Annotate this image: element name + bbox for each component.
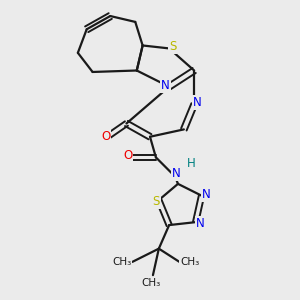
Text: N: N: [161, 79, 170, 92]
Text: CH₃: CH₃: [142, 278, 161, 287]
Text: N: N: [172, 167, 181, 180]
Text: S: S: [169, 40, 176, 53]
Text: O: O: [123, 149, 133, 162]
Text: N: N: [202, 188, 210, 201]
Text: N: N: [193, 96, 202, 110]
Text: CH₃: CH₃: [180, 257, 200, 267]
Text: CH₃: CH₃: [112, 257, 132, 267]
Text: H: H: [187, 157, 196, 170]
Text: S: S: [152, 195, 160, 208]
Text: O: O: [101, 130, 110, 143]
Text: N: N: [196, 217, 204, 230]
